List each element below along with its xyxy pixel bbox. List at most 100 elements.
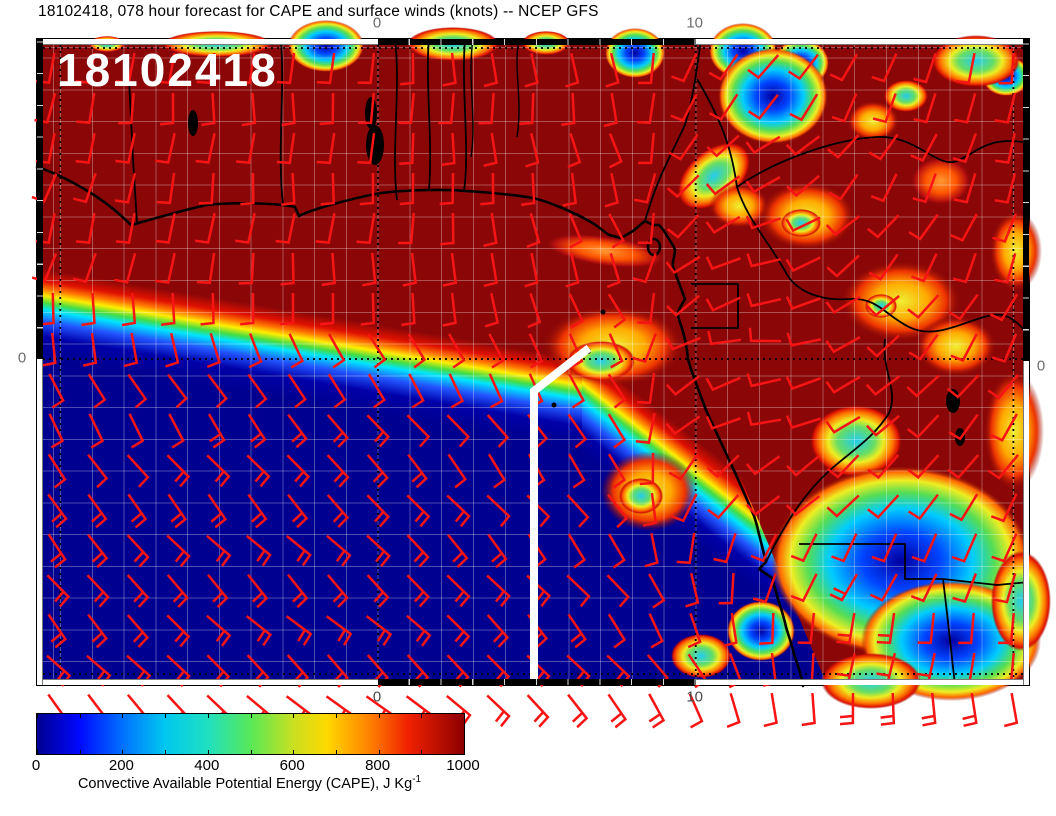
wind-barb [156, 52, 176, 85]
colorbar-minor-tick [79, 750, 81, 754]
wind-barb [519, 92, 535, 125]
wind-barb [155, 252, 176, 284]
colorbar-minor-tick [207, 714, 209, 718]
wind-barb [207, 574, 229, 609]
wind-barb [825, 415, 861, 434]
wind-barb [356, 212, 376, 245]
wind-barb [670, 93, 698, 123]
colorbar-minor-tick [464, 714, 465, 718]
wind-barb [367, 333, 387, 369]
wind-barb [287, 493, 309, 529]
wind-barb [562, 172, 577, 207]
wind-barb [446, 494, 471, 528]
wind-barb [480, 172, 495, 206]
wind-barb [40, 292, 55, 326]
wind-barb [366, 454, 389, 488]
wind-barb [952, 252, 977, 284]
wind-barb [908, 333, 939, 361]
frame-segment-bottom-0-10E [378, 679, 696, 685]
wind-barb [685, 572, 700, 608]
wind-barb [865, 375, 901, 396]
wind-barb [866, 414, 900, 437]
wind-barb [241, 92, 257, 127]
wind-barb [73, 172, 97, 204]
wind-barb [825, 215, 861, 237]
wind-barb [952, 133, 977, 164]
river-benue [516, 38, 520, 138]
wind-barb [316, 52, 336, 85]
wind-barb [989, 293, 1019, 322]
wind-barb [908, 493, 939, 521]
wind-barb [633, 172, 657, 204]
wind-barb [917, 612, 936, 645]
wind-barb [987, 374, 1020, 400]
wind-barb [746, 373, 782, 388]
wind-barb [639, 452, 655, 486]
colorbar-tick-label-400: 400 [194, 757, 220, 774]
wind-barb [642, 492, 658, 527]
wind-barb [440, 212, 455, 246]
wind-barb [705, 376, 741, 392]
wind-barb [166, 614, 191, 648]
border-car-north [736, 136, 1030, 188]
wind-barb [359, 172, 375, 206]
wind-barb [759, 612, 775, 645]
wind-barb [867, 454, 900, 480]
wind-barb [826, 454, 860, 479]
wind-barb [155, 212, 176, 244]
wind-barb [723, 612, 738, 648]
wind-barb [367, 373, 386, 409]
wind-barb [483, 132, 498, 168]
wind-barb [406, 574, 430, 608]
wind-barb [745, 176, 781, 194]
wind-barb [206, 454, 231, 488]
wind-barb [87, 533, 109, 569]
cape-blob-14 [709, 184, 769, 228]
wind-barb [907, 294, 940, 319]
wind-barb [438, 92, 455, 125]
wind-barb [87, 453, 109, 489]
wind-barb [366, 534, 391, 567]
wind-barb [867, 494, 900, 519]
wind-barb [281, 172, 296, 207]
colorbar-minor-tick [293, 714, 295, 718]
wind-barb [75, 212, 96, 244]
wind-barb [483, 52, 499, 88]
cape-blob-2 [288, 20, 364, 72]
wind-barb [993, 572, 1017, 604]
colorbar [36, 713, 465, 755]
wind-barb [718, 572, 735, 605]
border-equatorial-guinea [691, 283, 739, 329]
wind-barb [408, 373, 425, 409]
wind-barb [566, 494, 590, 528]
wind-barb [638, 52, 655, 85]
wind-barb [665, 375, 701, 396]
wind-barb [126, 454, 150, 488]
wind-barb [745, 495, 781, 516]
colorbar-minor-tick [165, 714, 167, 718]
wind-barb [206, 332, 221, 369]
wind-barb [276, 52, 296, 85]
border-congo-car-drc [736, 186, 1030, 336]
wind-barb [478, 92, 495, 125]
colorbar-tick-label-800: 800 [365, 757, 391, 774]
wind-barb [286, 454, 311, 488]
wind-barb [788, 53, 819, 81]
wind-barb [746, 253, 782, 268]
wind-barb [206, 614, 232, 647]
wind-barb [606, 252, 621, 289]
cape-field-layer [37, 20, 1051, 709]
wind-barb [47, 453, 67, 489]
wind-barb [486, 614, 510, 648]
wind-barb [666, 214, 700, 239]
wind-barb [827, 134, 860, 159]
cape-blob-32 [727, 601, 795, 661]
wind-barb [568, 213, 583, 249]
wind-barb [483, 212, 498, 248]
wind-barb [951, 533, 978, 563]
wind-barb [605, 52, 620, 88]
colorbar-minor-tick [250, 750, 252, 754]
cape-front-coastal [582, 299, 827, 685]
wind-barb [568, 333, 584, 369]
